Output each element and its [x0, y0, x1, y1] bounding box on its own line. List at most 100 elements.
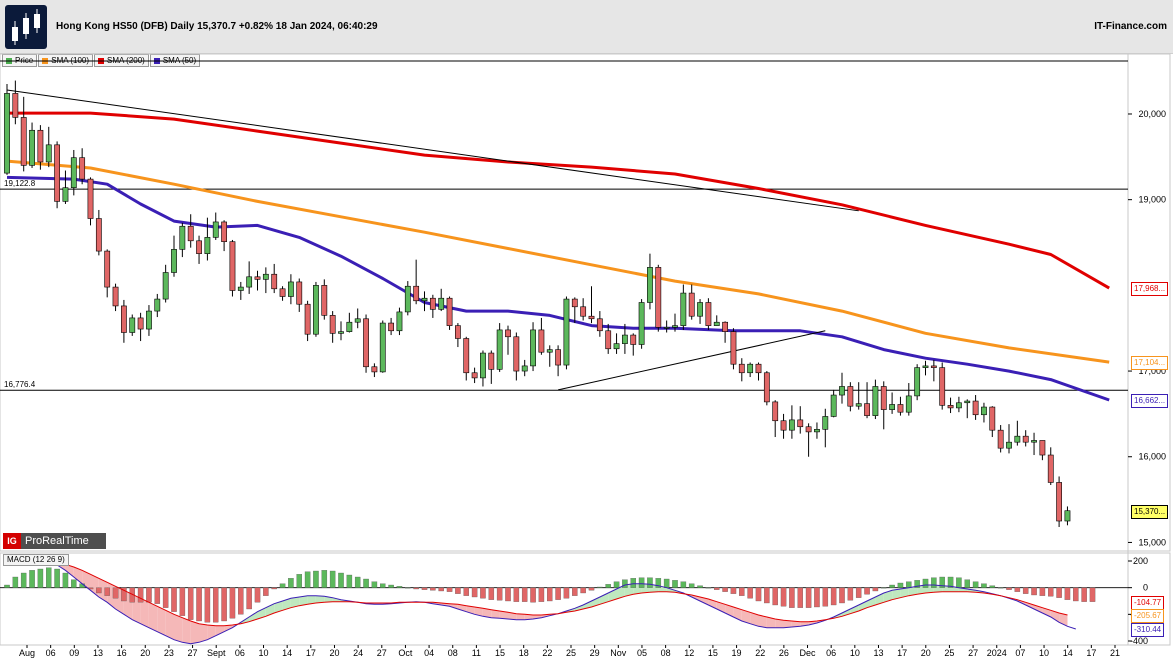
macd-histogram-bar [764, 587, 770, 604]
candle [187, 214, 194, 248]
candle-body [730, 331, 737, 365]
date-axis: Aug 06 09 13 16 20 23 27 Sept 06 10 14 17 20 24 27 Oct 04… [19, 645, 1120, 658]
date-tick-label: Oct [398, 648, 413, 658]
macd-histogram-bar [413, 587, 419, 590]
macd-pane-frame [0, 552, 1171, 646]
macd-fill-segment [207, 625, 216, 640]
macd-histogram-bar [697, 585, 703, 588]
price-tag: 17,104... [1131, 356, 1169, 371]
candle [947, 397, 954, 414]
candle-body [605, 330, 612, 350]
candle-body [413, 285, 420, 302]
candle [12, 80, 19, 125]
sma-line-200 [7, 111, 1110, 290]
macd-histogram-bar [722, 587, 728, 592]
macd-histogram-bar [438, 587, 444, 592]
macd-histogram-bar [379, 583, 386, 588]
macd-histogram-bar [179, 587, 186, 616]
candle [454, 323, 461, 348]
macd-histogram-bar [496, 587, 503, 601]
date-tick-label: 16 [117, 648, 127, 658]
candle [688, 284, 695, 320]
price-tag: -104.77 [1131, 595, 1165, 610]
candle [1014, 420, 1021, 446]
macd-histogram-bar [730, 587, 737, 594]
candle-body [371, 366, 378, 373]
candle [396, 307, 403, 336]
macd-fill-segment [199, 623, 208, 643]
date-tick-label: Sept [207, 648, 226, 658]
candle [62, 170, 69, 204]
candle-body [521, 365, 528, 372]
candle-body [279, 288, 286, 297]
candle [413, 259, 420, 305]
candle-body [196, 240, 202, 254]
candle-body [905, 395, 912, 413]
macd-histogram-bar [972, 581, 979, 588]
macd-fill-segment [174, 614, 183, 643]
macd-histogram-bar [338, 572, 344, 588]
platform-label: ProRealTime [25, 535, 89, 547]
macd-histogram-bar [12, 576, 19, 588]
trendline [557, 330, 826, 391]
candle-body [329, 315, 336, 334]
macd-fill-segment [182, 617, 191, 644]
candle [29, 122, 35, 168]
trendlines [6, 89, 859, 391]
date-tick-label: 08 [448, 648, 458, 658]
date-tick-label: 29 [590, 648, 600, 658]
macd-histogram-bar [1022, 587, 1029, 594]
date-tick-label: 2024 [987, 648, 1007, 658]
candle-body [1014, 435, 1021, 443]
date-tick-label: 20 [140, 648, 150, 658]
candle-body [955, 402, 962, 409]
brand-label: IT-Finance.com [1094, 21, 1167, 32]
candle [146, 305, 152, 336]
macd-histogram-bar [296, 574, 302, 588]
macd-pane [0, 552, 1171, 646]
macd-fill-segment [215, 625, 225, 636]
macd-fill-segment [299, 595, 308, 606]
macd-histogram-bar [922, 578, 929, 588]
candle [20, 96, 27, 172]
candle [989, 406, 996, 438]
date-tick-label: Aug [19, 648, 35, 658]
candle [647, 253, 653, 310]
candle [388, 317, 394, 336]
candle [905, 383, 912, 416]
candle [513, 332, 520, 381]
macd-histogram-bar [914, 580, 920, 588]
chart-title: Hong Kong HS50 (DFB) Daily 15,370.7 +0.8… [56, 21, 378, 32]
macd-line-signal [6, 559, 1068, 627]
candle-body [688, 292, 695, 317]
candle-body [788, 419, 795, 431]
candle [463, 336, 470, 381]
candle-body [997, 429, 1004, 449]
date-tick-label: 18 [519, 648, 529, 658]
macd-fill-segment [1034, 605, 1043, 613]
candle [129, 314, 136, 336]
candle-body [12, 93, 19, 118]
macd-fill-segment [508, 612, 517, 620]
candle-body [480, 352, 486, 379]
candle [196, 235, 202, 264]
macd-fill-segment [315, 595, 325, 603]
macd-histogram-bar [814, 587, 820, 608]
macd-fill-segment [165, 610, 174, 640]
macd-fill-segment [750, 612, 759, 627]
candle-body [571, 298, 578, 308]
candle [505, 325, 511, 355]
macd-fill-segment [892, 589, 901, 600]
macd-histogram-bar [613, 581, 620, 588]
candle [997, 425, 1004, 453]
macd-histogram-bar [288, 578, 294, 588]
macd-histogram-bar [238, 587, 244, 615]
macd-histogram-bar [588, 587, 595, 591]
candle [70, 149, 77, 196]
macd-fill-segment [758, 615, 767, 628]
candle-body [1064, 510, 1071, 522]
prorealtime-badge: IG ProRealTime [3, 533, 106, 549]
candle [79, 148, 86, 185]
candle-body [79, 157, 86, 180]
